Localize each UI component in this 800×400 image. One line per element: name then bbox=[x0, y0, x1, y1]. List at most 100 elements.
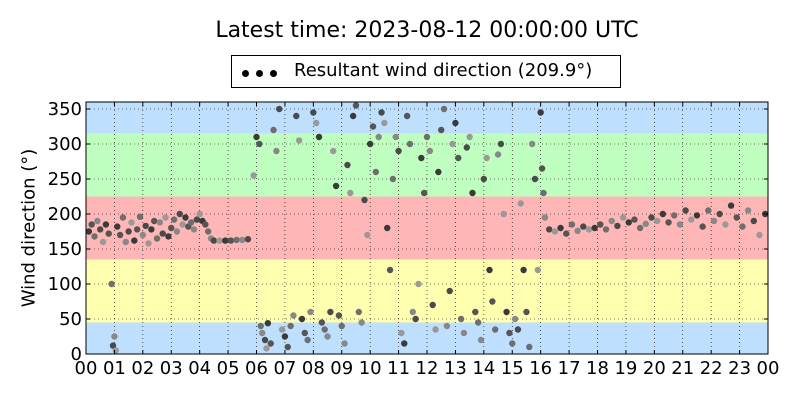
data-point bbox=[497, 140, 505, 148]
data-point bbox=[136, 213, 144, 220]
data-point bbox=[298, 315, 306, 323]
data-point bbox=[460, 329, 468, 337]
data-point bbox=[165, 233, 172, 240]
data-point bbox=[540, 189, 547, 197]
y-tick-label: 250 bbox=[48, 169, 82, 190]
x-tick-label: 00 bbox=[75, 358, 98, 379]
x-tick-label: 15 bbox=[501, 358, 524, 379]
data-point bbox=[202, 221, 209, 228]
x-tick-label: 17 bbox=[558, 358, 581, 379]
y-tick-label: 300 bbox=[48, 134, 82, 155]
data-point bbox=[551, 228, 559, 235]
y-tick-label: 200 bbox=[48, 204, 82, 225]
data-point bbox=[349, 112, 357, 120]
data-point bbox=[744, 207, 752, 214]
x-tick-label: 04 bbox=[188, 358, 211, 379]
data-point bbox=[151, 217, 158, 225]
data-point bbox=[494, 151, 502, 158]
data-point bbox=[526, 343, 533, 351]
data-point bbox=[435, 168, 442, 176]
data-point bbox=[511, 315, 519, 323]
data-point bbox=[162, 214, 169, 221]
data-point bbox=[648, 214, 655, 221]
data-point bbox=[440, 105, 448, 113]
x-tick-label: 14 bbox=[472, 358, 495, 379]
x-tick-label: 21 bbox=[671, 358, 694, 379]
data-point bbox=[580, 223, 587, 230]
data-point bbox=[574, 227, 581, 234]
data-point bbox=[257, 322, 264, 330]
data-point bbox=[378, 109, 385, 116]
data-point bbox=[321, 326, 328, 333]
data-point bbox=[455, 154, 462, 162]
data-point bbox=[625, 219, 632, 226]
data-point bbox=[727, 202, 735, 209]
data-point bbox=[446, 287, 453, 295]
data-point bbox=[412, 315, 419, 323]
data-point bbox=[492, 326, 499, 333]
data-point bbox=[756, 231, 763, 239]
data-point bbox=[109, 342, 117, 349]
x-tick-label: 22 bbox=[700, 358, 723, 379]
data-point bbox=[153, 235, 161, 242]
data-point bbox=[318, 319, 326, 326]
data-point bbox=[716, 210, 723, 218]
data-point bbox=[514, 326, 522, 333]
data-point bbox=[429, 301, 436, 309]
data-point bbox=[88, 221, 95, 228]
data-point bbox=[125, 228, 132, 235]
data-point bbox=[139, 231, 147, 239]
x-tick-label: 23 bbox=[728, 358, 751, 379]
data-point bbox=[398, 329, 405, 337]
data-point bbox=[528, 140, 536, 148]
x-tick-label: 03 bbox=[160, 358, 183, 379]
data-point bbox=[568, 221, 576, 228]
data-point bbox=[739, 223, 746, 230]
data-point bbox=[250, 172, 257, 179]
data-point bbox=[415, 280, 422, 288]
data-point bbox=[537, 109, 544, 116]
data-point bbox=[614, 222, 621, 230]
data-point bbox=[699, 223, 706, 230]
data-point bbox=[489, 298, 496, 305]
data-point bbox=[264, 320, 272, 327]
data-point bbox=[420, 189, 428, 197]
data-point bbox=[315, 133, 323, 141]
data-point bbox=[477, 336, 485, 344]
y-tick-label: 150 bbox=[48, 239, 82, 260]
data-point bbox=[585, 226, 593, 233]
data-point bbox=[159, 230, 166, 237]
data-point bbox=[486, 266, 493, 274]
data-point bbox=[270, 126, 277, 134]
data-point bbox=[301, 329, 309, 337]
data-point bbox=[244, 236, 252, 243]
y-tick-label: 100 bbox=[48, 274, 82, 295]
data-point bbox=[210, 237, 218, 244]
data-point bbox=[389, 175, 397, 183]
x-tick-label: 02 bbox=[131, 358, 154, 379]
x-tick-label: 19 bbox=[614, 358, 637, 379]
data-point bbox=[426, 147, 434, 155]
data-point bbox=[423, 133, 431, 141]
data-point bbox=[469, 189, 476, 197]
data-point bbox=[290, 312, 297, 319]
data-point bbox=[358, 319, 365, 326]
data-point bbox=[131, 237, 138, 244]
data-point bbox=[148, 226, 155, 233]
data-point bbox=[432, 326, 439, 333]
data-point bbox=[99, 238, 107, 246]
data-point bbox=[97, 226, 104, 233]
data-point bbox=[409, 308, 416, 316]
data-point bbox=[233, 236, 240, 244]
data-point bbox=[287, 322, 294, 330]
data-point bbox=[392, 133, 399, 141]
x-tick-label: 10 bbox=[359, 358, 382, 379]
data-point bbox=[375, 133, 382, 141]
data-point bbox=[258, 329, 266, 337]
data-point bbox=[659, 210, 667, 218]
data-point bbox=[452, 119, 459, 127]
data-point bbox=[263, 345, 270, 352]
x-tick-label: 08 bbox=[302, 358, 325, 379]
data-point bbox=[602, 226, 610, 233]
data-point bbox=[463, 144, 470, 151]
